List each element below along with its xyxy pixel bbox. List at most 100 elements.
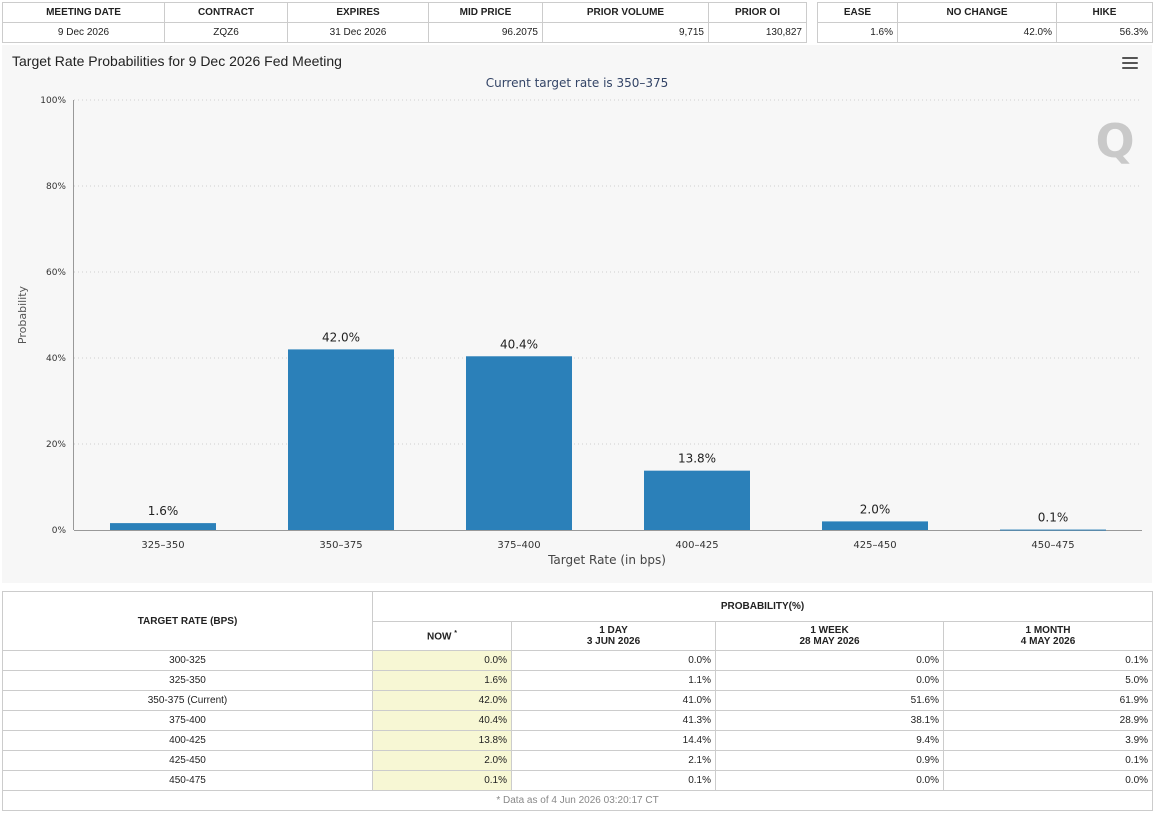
bar — [822, 521, 928, 530]
header-mid-price: MID PRICE — [428, 2, 543, 23]
chart-svg: 0% 20% 40% 60% 80% 100% Current target rate is… — [16, 76, 1142, 567]
rate-cell: 425-450 — [2, 750, 373, 771]
data-label: 40.4% — [500, 337, 538, 351]
x-axis-title: Target Rate (in bps) — [547, 553, 666, 567]
meeting-date-value: 9 Dec 2026 — [2, 22, 165, 43]
header-probability-group: PROBABILITY(%) — [371, 591, 1154, 622]
rate-cell: 375-400 — [2, 710, 373, 731]
table-row: 425-450 2.0% 2.1% 0.9% 0.1% — [2, 750, 1154, 771]
bar — [644, 470, 750, 530]
y-tick-label: 60% — [46, 268, 66, 278]
data-label: 13.8% — [678, 452, 716, 466]
rate-cell: 450-475 — [2, 770, 373, 791]
contract-table: MEETING DATE CONTRACT EXPIRES MID PRICE … — [2, 2, 807, 43]
y-tick-label: 0% — [52, 526, 67, 536]
day-cell: 41.3% — [511, 710, 716, 731]
month-cell: 0.1% — [942, 750, 1154, 771]
month-cell: 3.9% — [942, 730, 1154, 751]
table-row: 400-425 13.8% 14.4% 9.4% 3.9% — [2, 730, 1154, 751]
header-contract: CONTRACT — [164, 2, 288, 23]
header-target-rate: TARGET RATE (BPS) — [2, 591, 373, 651]
no-change-value: 42.0% — [897, 22, 1057, 43]
y-axis-title: Probability — [16, 285, 29, 344]
x-tick-label: 375–400 — [497, 540, 540, 551]
y-tick-label: 100% — [40, 96, 66, 106]
hamburger-menu-icon[interactable] — [1122, 57, 1138, 70]
x-tick-label: 350–375 — [319, 540, 362, 551]
data-label: 2.0% — [860, 502, 891, 516]
probability-table: TARGET RATE (BPS) PROBABILITY(%) NOW * 1… — [1, 591, 1154, 811]
header-1-month: 1 MONTH 4 MAY 2026 — [942, 621, 1154, 651]
ease-value: 1.6% — [817, 22, 898, 43]
week-cell: 38.1% — [715, 710, 944, 731]
table-row: 450-475 0.1% 0.1% 0.0% 0.0% — [2, 770, 1154, 791]
day-cell: 41.0% — [511, 690, 716, 711]
rate-cell: 400-425 — [2, 730, 373, 751]
bar — [110, 523, 216, 530]
mid-price-value: 96.2075 — [428, 22, 543, 43]
day-cell: 0.1% — [511, 770, 716, 791]
day-cell: 1.1% — [511, 670, 716, 691]
x-tick-label: 450–475 — [1031, 540, 1074, 551]
now-cell: 1.6% — [372, 670, 512, 691]
rate-cell: 325-350 — [2, 670, 373, 691]
day-cell: 2.1% — [511, 750, 716, 771]
week-cell: 0.0% — [715, 670, 944, 691]
chart-panel: 0% 20% 40% 60% 80% 100% Current target rate is… — [2, 45, 1152, 583]
header-prior-oi: PRIOR OI — [708, 2, 807, 23]
month-cell: 61.9% — [942, 690, 1154, 711]
now-cell: 0.1% — [372, 770, 512, 791]
now-cell: 0.0% — [372, 650, 512, 671]
week-cell: 0.0% — [715, 650, 944, 671]
now-cell: 13.8% — [372, 730, 512, 751]
bar — [466, 356, 572, 530]
header-hike: HIKE — [1056, 2, 1153, 23]
bar — [1000, 529, 1106, 531]
chart-subtitle: Current target rate is 350–375 — [486, 76, 669, 90]
contract-value: ZQZ6 — [164, 22, 288, 43]
week-cell: 9.4% — [715, 730, 944, 751]
now-cell: 42.0% — [372, 690, 512, 711]
chart-title: Target Rate Probabilities for 9 Dec 2026… — [12, 53, 342, 69]
y-tick-label: 20% — [46, 440, 66, 450]
x-tick-label: 425–450 — [853, 540, 896, 551]
data-label: 1.6% — [148, 504, 179, 518]
now-cell: 2.0% — [372, 750, 512, 771]
header-expires: EXPIRES — [287, 2, 429, 23]
data-label: 0.1% — [1038, 511, 1069, 525]
expires-value: 31 Dec 2026 — [287, 22, 429, 43]
hike-value: 56.3% — [1056, 22, 1153, 43]
header-ease: EASE — [817, 2, 898, 23]
day-cell: 0.0% — [511, 650, 716, 671]
month-cell: 28.9% — [942, 710, 1154, 731]
data-label: 42.0% — [322, 330, 360, 344]
rate-cell: 350-375 (Current) — [2, 690, 373, 711]
y-tick-label: 40% — [46, 354, 66, 364]
table-row: 350-375 (Current) 42.0% 41.0% 51.6% 61.9% — [2, 690, 1154, 711]
bar — [288, 349, 394, 530]
table-row: 325-350 1.6% 1.1% 0.0% 5.0% — [2, 670, 1154, 691]
x-tick-label: 400–425 — [675, 540, 718, 551]
header-prior-volume: PRIOR VOLUME — [542, 2, 709, 23]
footnote: * Data as of 4 Jun 2026 03:20:17 CT — [1, 790, 1154, 811]
now-marker: * — [454, 629, 457, 637]
header-no-change: NO CHANGE — [897, 2, 1057, 23]
x-tick-label: 325–350 — [141, 540, 184, 551]
now-cell: 40.4% — [372, 710, 512, 731]
header-now: NOW * — [372, 621, 512, 651]
table-row: 375-400 40.4% 41.3% 38.1% 28.9% — [2, 710, 1154, 731]
watermark-logo: Q — [1095, 114, 1134, 168]
header-1-week: 1 WEEK 28 MAY 2026 — [715, 621, 944, 651]
prior-oi-value: 130,827 — [708, 22, 807, 43]
header-1-day: 1 DAY 3 JUN 2026 — [511, 621, 716, 651]
month-cell: 5.0% — [942, 670, 1154, 691]
summary-table: EASE NO CHANGE HIKE 1.6% 42.0% 56.3% — [817, 2, 1153, 43]
week-cell: 0.9% — [715, 750, 944, 771]
y-tick-label: 80% — [46, 182, 66, 192]
header-meeting-date: MEETING DATE — [2, 2, 165, 23]
rate-cell: 300-325 — [2, 650, 373, 671]
day-cell: 14.4% — [511, 730, 716, 751]
table-row: 300-325 0.0% 0.0% 0.0% 0.1% — [2, 650, 1154, 671]
month-cell: 0.0% — [942, 770, 1154, 791]
week-cell: 0.0% — [715, 770, 944, 791]
